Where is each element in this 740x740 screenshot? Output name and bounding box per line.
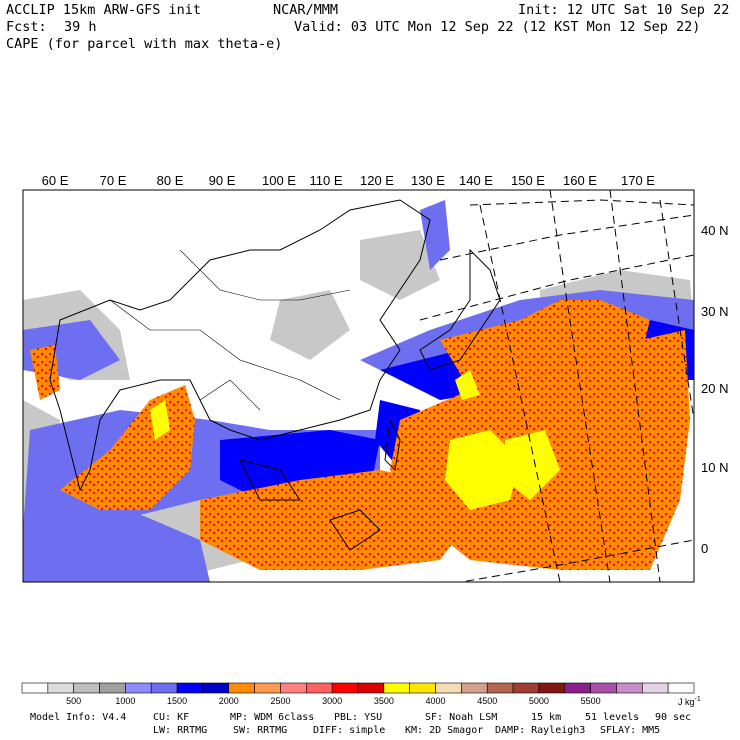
km-scheme: KM: 2D Smagor: [405, 725, 484, 736]
colorbar-swatch: [202, 682, 230, 694]
colorbar-label: 5500: [581, 696, 601, 706]
lon-label: 110 E: [309, 173, 342, 188]
lon-label: 70 E: [100, 173, 127, 188]
init-time: Init: 12 UTC Sat 10 Sep 22: [518, 2, 730, 18]
colorbar-swatch: [306, 682, 333, 694]
colorbar-swatch: [150, 682, 178, 694]
colorbar-swatch: [176, 682, 204, 694]
timestep: 90 sec: [655, 712, 692, 723]
sflay-scheme: SFLAY: MM5: [600, 725, 661, 736]
colorbar-swatch: [73, 682, 100, 694]
lon-label: 60 E: [42, 173, 69, 188]
colorbar-label: 2000: [219, 696, 239, 706]
longitude-labels: 60 E 70 E 80 E 90 E 100 E 110 E 120 E 13…: [42, 173, 656, 188]
colorbar-swatch: [125, 682, 152, 694]
latitude-labels: 40 N 30 N 20 N 10 N 0: [701, 223, 728, 556]
forecast-hour: 39 h: [64, 19, 97, 35]
lon-label: 150 E: [511, 173, 545, 188]
colorbar-swatch: [357, 682, 385, 694]
coastlines: [49, 199, 501, 551]
colorbar-label: 5000: [529, 696, 549, 706]
forecast-label: Fcst:: [6, 19, 47, 35]
colorbar-swatch: [564, 682, 591, 694]
colorbar-swatch: [47, 682, 74, 694]
colorbar-units: J kg-1: [678, 696, 701, 707]
colorbar-label: 4500: [477, 696, 497, 706]
cu-scheme: CU: KF: [153, 712, 190, 723]
colorbar-swatch: [21, 682, 49, 694]
diff-scheme: DIFF: simple: [313, 725, 386, 736]
colorbar-swatch: [254, 682, 281, 694]
colorbar-swatch: [486, 682, 514, 694]
colorbar-swatch: [667, 682, 695, 694]
colorbar: [21, 682, 695, 694]
mp-scheme: MP: WDM 6class: [230, 712, 315, 723]
extreme-cape-yellow: [150, 370, 560, 510]
lon-label: 130 E: [411, 173, 445, 188]
colorbar-label: 3500: [374, 696, 394, 706]
map-frame: [22, 189, 695, 583]
colorbar-swatch: [616, 682, 643, 694]
center-label: NCAR/MMM: [273, 2, 339, 18]
model-title: ACCLIP 15km ARW-GFS init: [6, 2, 202, 18]
damp-scheme: DAMP: Rayleigh3: [495, 725, 586, 736]
valid-time: Valid: 03 UTC Mon 12 Sep 22 (12 KST Mon …: [294, 19, 701, 35]
lat-label: 0: [701, 541, 708, 556]
colorbar-label: 1000: [115, 696, 135, 706]
colorbar-swatch: [409, 682, 436, 694]
graticule: [419, 190, 694, 582]
lon-label: 160 E: [563, 173, 597, 188]
colorbar-swatch: [99, 682, 126, 694]
country-borders: [109, 249, 351, 411]
resolution: 15 km: [531, 712, 562, 723]
lat-label: 10 N: [701, 460, 728, 475]
colorbar-swatch: [435, 682, 462, 694]
colorbar-swatch: [280, 682, 307, 694]
lat-label: 30 N: [701, 304, 728, 319]
lon-label: 100 E: [262, 173, 296, 188]
colorbar-swatch: [461, 682, 488, 694]
lon-label: 90 E: [209, 173, 236, 188]
colorbar-swatch: [512, 682, 540, 694]
lat-label: 40 N: [701, 223, 728, 238]
colorbar-swatch: [228, 682, 255, 694]
lon-label: 120 E: [360, 173, 394, 188]
sw-scheme: SW: RRTMG: [233, 725, 288, 736]
colorbar-swatch: [590, 682, 617, 694]
colorbar-swatch: [642, 682, 669, 694]
colorbar-label: 4000: [426, 696, 446, 706]
pbl-scheme: PBL: YSU: [334, 712, 383, 723]
field-name: CAPE (for parcel with max theta-e): [6, 36, 283, 52]
colorbar-labels: 500 1000 1500 2000 2500 3000 3500 4000 4500 5000 5…: [66, 696, 600, 706]
lw-scheme: LW: RRTMG: [153, 725, 208, 736]
lon-label: 80 E: [157, 173, 184, 188]
colorbar-label: 2500: [270, 696, 290, 706]
colorbar-label: 500: [66, 696, 81, 706]
model-info: Model Info: V4.4: [30, 712, 127, 723]
lon-label: 170 E: [621, 173, 655, 188]
lat-label: 20 N: [701, 381, 728, 396]
lon-label: 140 E: [459, 173, 493, 188]
colorbar-label: 1500: [167, 696, 187, 706]
sf-scheme: SF: Noah LSM: [425, 712, 498, 723]
colorbar-swatch: [383, 682, 410, 694]
colorbar-swatch: [538, 682, 566, 694]
levels: 51 levels: [585, 712, 640, 723]
colorbar-swatch: [331, 682, 359, 694]
colorbar-label: 3000: [322, 696, 342, 706]
